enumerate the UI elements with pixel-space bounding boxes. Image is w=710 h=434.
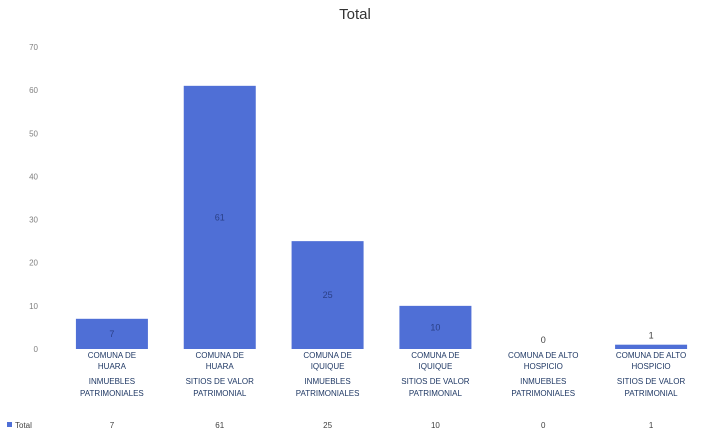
y-tick-label: 60 — [29, 86, 38, 95]
category-group-label: HUARA — [206, 362, 235, 371]
category-group-label: HOSPICIO — [632, 362, 671, 371]
category-group-label: IQUIQUE — [311, 362, 345, 371]
category-sub-label: PATRIMONIALES — [296, 389, 360, 398]
y-tick-label: 20 — [29, 259, 38, 268]
data-label: 61 — [215, 212, 225, 222]
category-group-label: COMUNA DE — [88, 351, 136, 360]
data-table-value: 1 — [649, 421, 654, 430]
category-sub-label: PATRIMONIALES — [80, 389, 144, 398]
data-label: 25 — [323, 290, 333, 300]
y-tick-label: 0 — [34, 345, 39, 354]
bar — [291, 241, 364, 349]
data-table-value: 25 — [323, 421, 332, 430]
category-group-label: COMUNA DE — [303, 351, 351, 360]
category-sub-label: PATRIMONIAL — [193, 389, 247, 398]
data-table-value: 7 — [110, 421, 115, 430]
category-group-label: HUARA — [98, 362, 127, 371]
category-sub-label: SITIOS DE VALOR — [617, 377, 686, 386]
category-group-label: COMUNA DE ALTO — [508, 351, 578, 360]
data-label: 10 — [430, 322, 440, 332]
category-group-label: HOSPICIO — [524, 362, 563, 371]
legend-swatch — [7, 422, 12, 427]
y-tick-label: 70 — [29, 43, 38, 52]
data-table-value: 10 — [431, 421, 440, 430]
category-sub-label: SITIOS DE VALOR — [186, 377, 255, 386]
category-sub-label: PATRIMONIALES — [511, 389, 575, 398]
bar — [183, 85, 256, 349]
category-group-label: COMUNA DE — [411, 351, 459, 360]
bar — [75, 318, 148, 349]
data-label: 7 — [109, 329, 114, 339]
category-group-label: COMUNA DE — [196, 351, 244, 360]
y-tick-label: 50 — [29, 129, 38, 138]
category-group-label: IQUIQUE — [419, 362, 453, 371]
category-group-label: COMUNA DE ALTO — [616, 351, 686, 360]
data-table-value: 61 — [215, 421, 224, 430]
data-label: 1 — [649, 331, 654, 341]
y-tick-label: 40 — [29, 172, 38, 181]
category-sub-label: INMUEBLES — [520, 377, 566, 386]
legend-label: Total — [15, 421, 32, 430]
category-sub-label: INMUEBLES — [304, 377, 350, 386]
category-sub-label: INMUEBLES — [89, 377, 135, 386]
category-sub-label: PATRIMONIAL — [625, 389, 679, 398]
data-table-value: 0 — [541, 421, 546, 430]
bar — [399, 305, 472, 349]
y-tick-label: 30 — [29, 216, 38, 225]
bar — [615, 344, 688, 349]
data-label: 0 — [541, 335, 546, 345]
category-sub-label: PATRIMONIAL — [409, 389, 463, 398]
y-tick-label: 10 — [29, 302, 38, 311]
chart-title: Total — [339, 6, 371, 23]
category-sub-label: SITIOS DE VALOR — [401, 377, 470, 386]
